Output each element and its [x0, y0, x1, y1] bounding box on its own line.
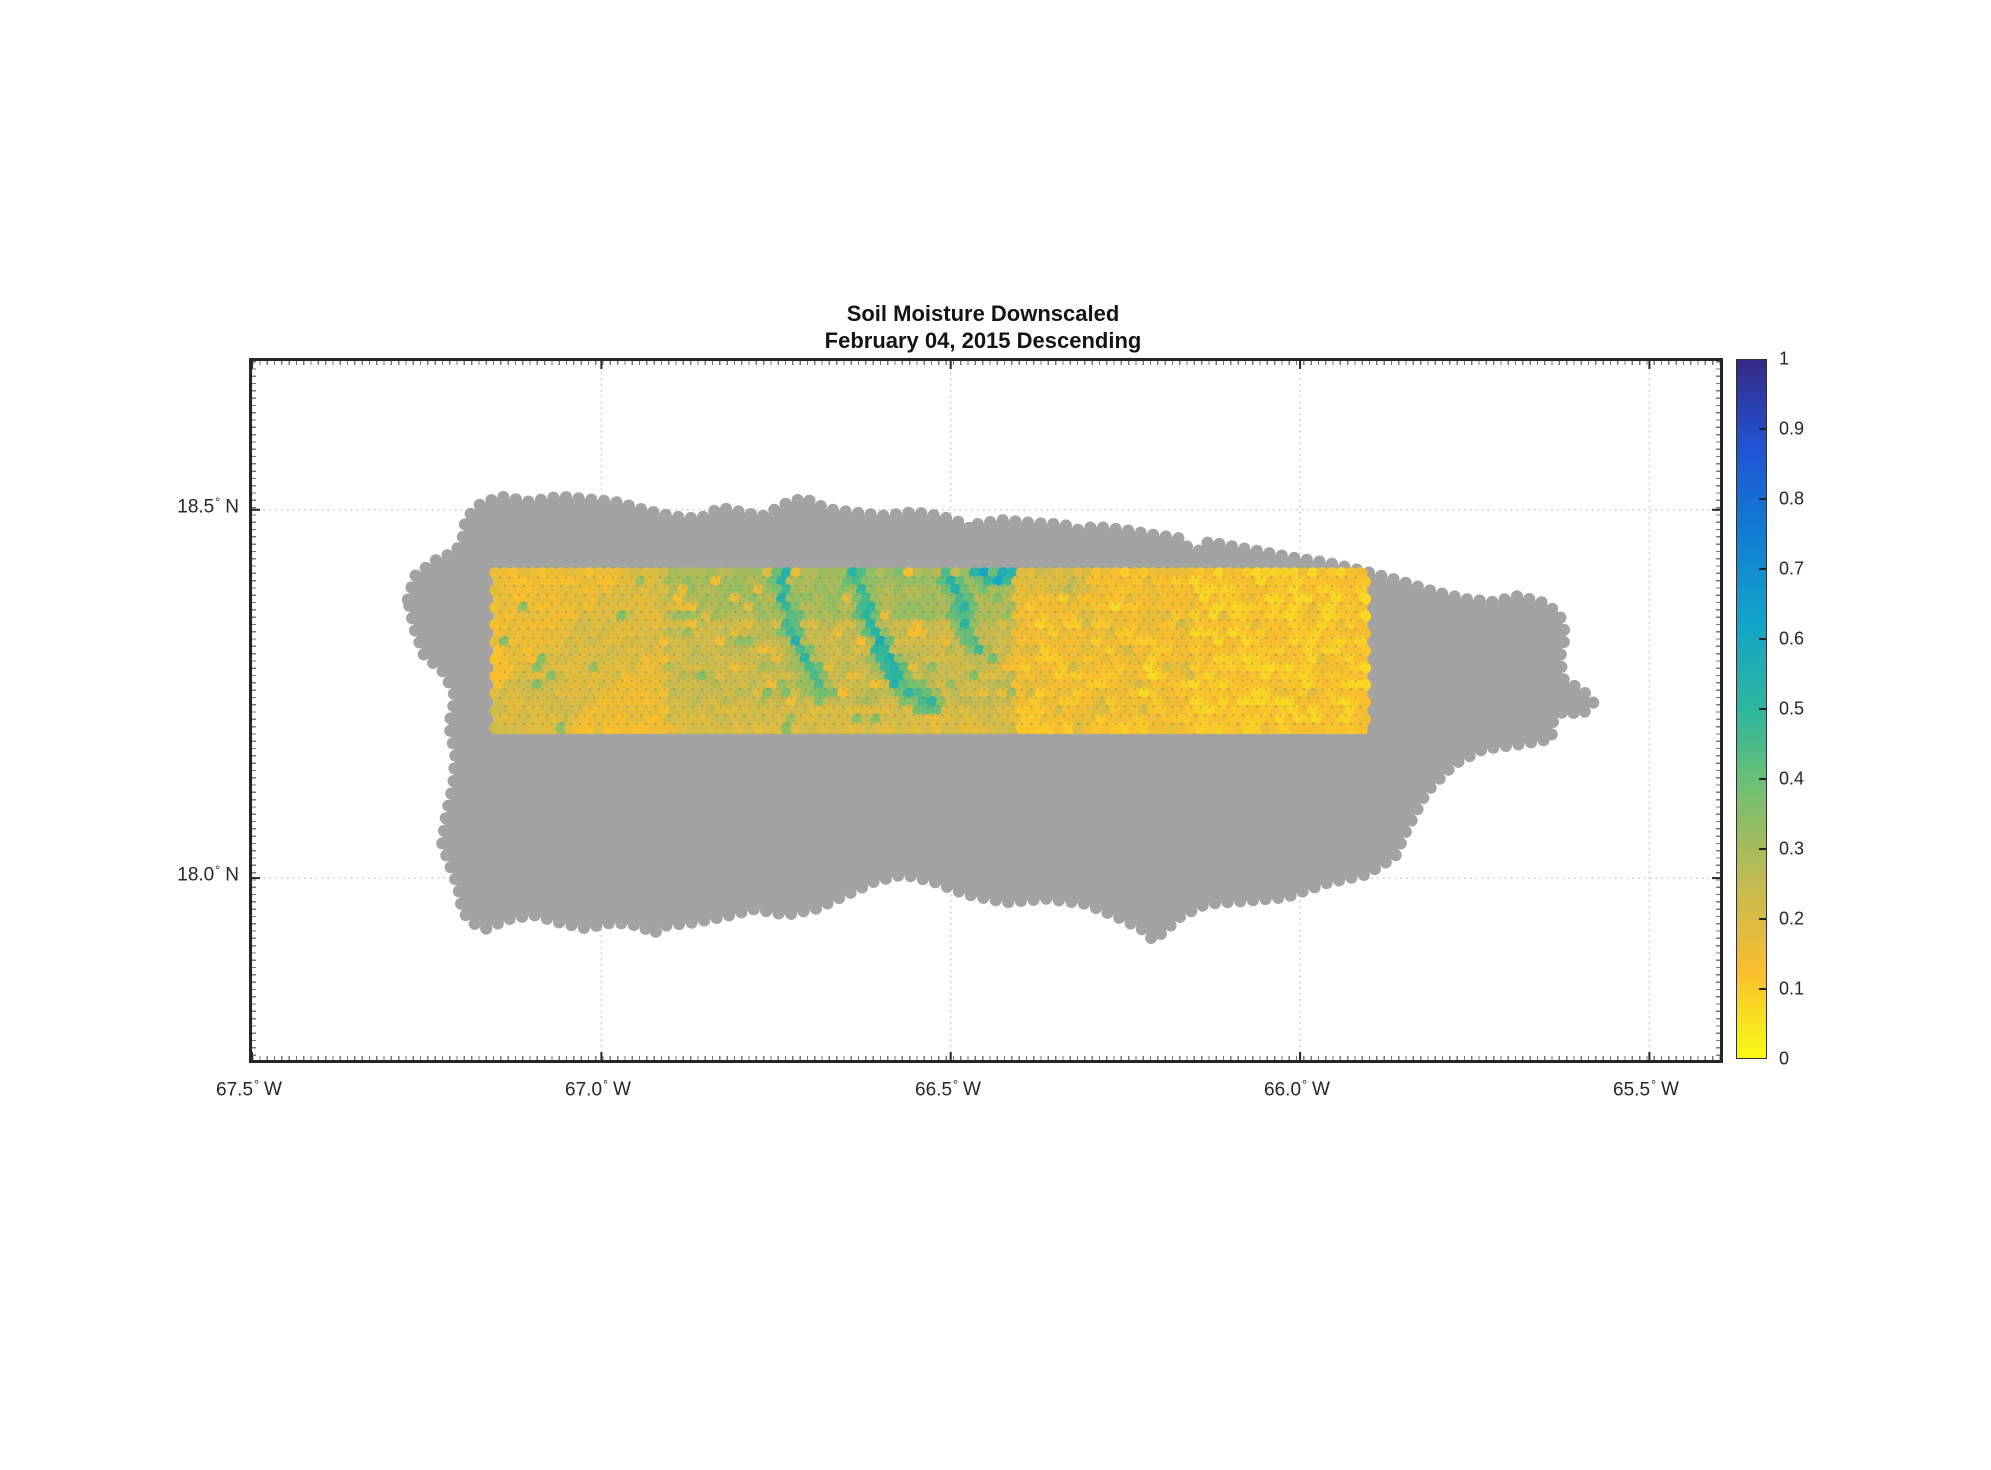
x-axis-tick-label: 66.0° W [1264, 1078, 1330, 1101]
colorbar-tick-label: 0.3 [1779, 838, 1805, 859]
colorbar-tick-label: 0.5 [1779, 698, 1805, 719]
x-axis-tick-label: 67.0° W [565, 1078, 631, 1101]
map-plot-svg [252, 361, 1720, 1060]
y-axis-tick-label: 18.0° N [177, 863, 239, 886]
figure-title-line2: February 04, 2015 Descending [824, 328, 1142, 353]
map-plot-area [249, 358, 1723, 1063]
degree-symbol: ° [1302, 1078, 1308, 1092]
colorbar-tick-label: 0.4 [1779, 768, 1805, 789]
degree-symbol: ° [1651, 1078, 1657, 1092]
degree-symbol: ° [254, 1078, 260, 1092]
colorbar-tick [1759, 848, 1766, 850]
x-axis-tick-label: 65.5° W [1613, 1078, 1679, 1101]
colorbar-tick [1759, 498, 1766, 500]
figure-title: Soil Moisture Downscaled February 04, 20… [249, 300, 1717, 354]
colorbar-tick-label: 0.7 [1779, 558, 1805, 579]
colorbar-tick-label: 0.8 [1779, 488, 1805, 509]
degree-symbol: ° [603, 1078, 609, 1092]
colorbar-tick [1759, 428, 1766, 430]
colorbar-tick [1759, 918, 1766, 920]
colorbar-tick-label: 1 [1779, 348, 1790, 369]
colorbar-tick-label: 0 [1779, 1048, 1790, 1069]
colorbar-tick-label: 0.9 [1779, 418, 1805, 439]
degree-symbol: ° [215, 495, 221, 510]
colorbar-tick [1759, 778, 1766, 780]
colorbar-tick [1759, 638, 1766, 640]
figure-title-line1: Soil Moisture Downscaled [846, 301, 1120, 326]
colorbar-tick-label: 0.6 [1779, 628, 1805, 649]
x-axis-tick-label: 67.5° W [216, 1078, 282, 1101]
colorbar-tick-label: 0.1 [1779, 978, 1805, 999]
colorbar-tick-label: 0.2 [1779, 908, 1805, 929]
y-axis-tick-label: 18.5° N [177, 495, 239, 518]
x-axis-tick-label: 66.5° W [915, 1078, 981, 1101]
soil-moisture-swath [489, 567, 1372, 735]
colorbar-tick [1759, 708, 1766, 710]
degree-symbol: ° [953, 1078, 959, 1092]
colorbar-tick [1759, 988, 1766, 990]
degree-symbol: ° [215, 863, 221, 878]
colorbar-tick [1759, 568, 1766, 570]
